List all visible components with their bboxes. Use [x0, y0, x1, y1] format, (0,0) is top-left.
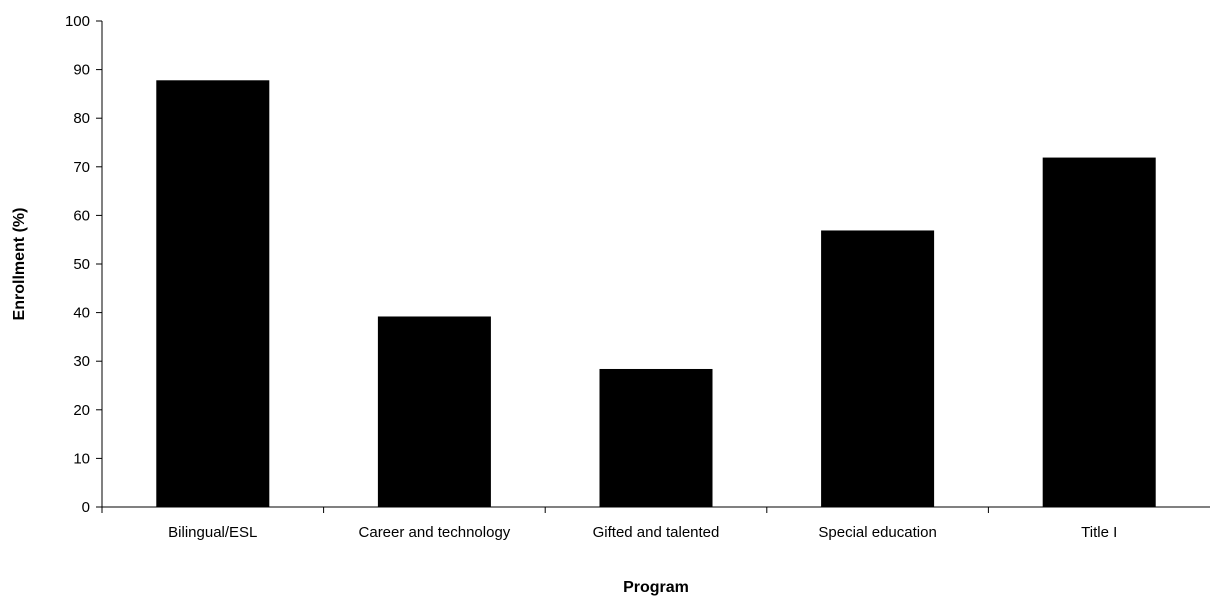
- y-tick-label: 80: [73, 110, 90, 127]
- bar: [599, 368, 713, 507]
- x-axis-tick-labels: Bilingual/ESL Career and technology Gifted…: [168, 524, 1117, 541]
- bars: [156, 80, 1156, 508]
- bar: [1042, 157, 1156, 508]
- y-tick-label: 60: [73, 207, 90, 224]
- bar: [377, 316, 491, 507]
- y-axis-ticks: [96, 20, 102, 508]
- bar: [821, 230, 935, 507]
- y-tick-label: 20: [73, 402, 90, 419]
- y-tick-label: 10: [73, 450, 90, 467]
- x-tick-label: Bilingual/ESL: [168, 524, 257, 541]
- y-tick-label: 0: [82, 499, 90, 516]
- x-tick-label: Gifted and talented: [593, 524, 720, 541]
- y-axis-tick-labels: 0 10 20 30 40 50 60 70 80 90 100: [65, 13, 90, 516]
- y-tick-label: 50: [73, 256, 90, 273]
- bar: [156, 80, 270, 508]
- y-tick-label: 40: [73, 305, 90, 322]
- x-tick-label: Special education: [818, 524, 936, 541]
- x-axis-ticks: [101, 507, 989, 513]
- y-tick-label: 70: [73, 159, 90, 176]
- y-tick-label: 100: [65, 13, 90, 30]
- x-tick-label: Title I: [1081, 524, 1117, 541]
- y-axis-title: Enrollment (%): [11, 208, 28, 321]
- x-tick-label: Career and technology: [359, 524, 511, 541]
- y-tick-label: 90: [73, 62, 90, 79]
- y-tick-label: 30: [73, 353, 90, 370]
- x-axis-title: Program: [623, 579, 689, 596]
